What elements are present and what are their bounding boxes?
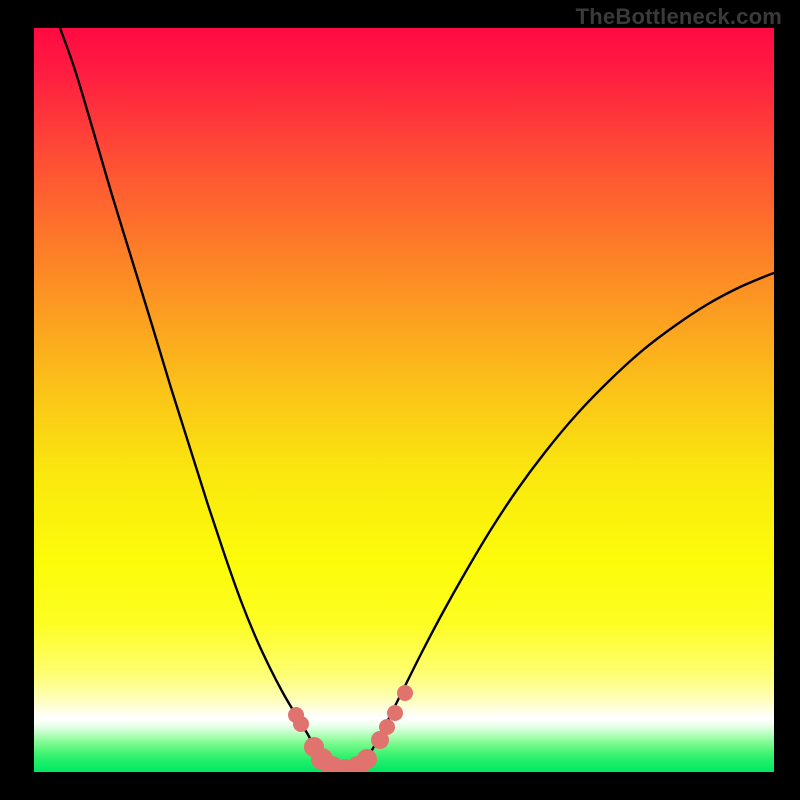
- curve-marker: [397, 685, 413, 701]
- curve-marker: [293, 716, 309, 732]
- curve-marker: [387, 705, 403, 721]
- curve-marker: [357, 749, 377, 769]
- chart-svg: [0, 0, 800, 800]
- curve-marker: [379, 719, 395, 735]
- plot-area: [34, 28, 774, 772]
- chart-root: TheBottleneck.com: [0, 0, 800, 800]
- watermark-text: TheBottleneck.com: [576, 4, 782, 30]
